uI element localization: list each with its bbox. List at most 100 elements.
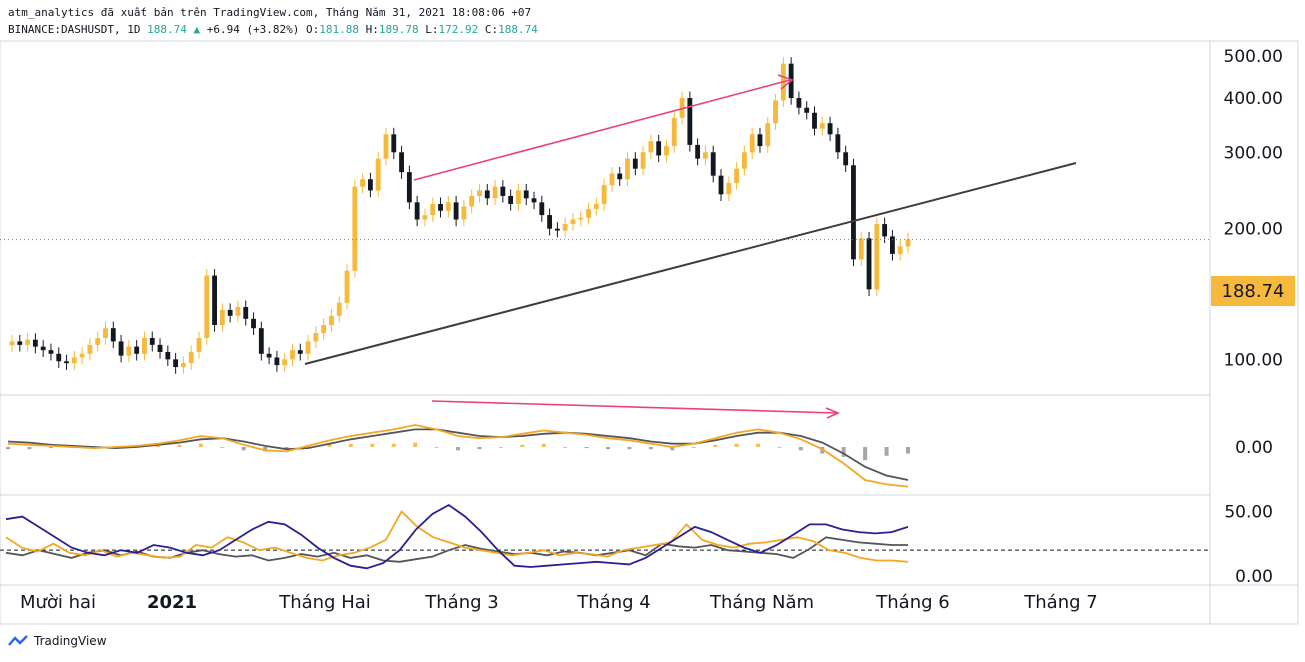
candle-body	[313, 333, 319, 342]
time-tick-label: Mười hai	[20, 592, 96, 613]
candle-body	[274, 357, 280, 366]
oscillator-tick-label: 50.00	[1224, 502, 1273, 522]
candle-body	[734, 168, 740, 183]
candle-body	[126, 346, 132, 356]
time-tick-label: 2021	[147, 592, 197, 613]
candle-body	[235, 307, 241, 316]
time-tick-label: Tháng Năm	[709, 592, 814, 613]
histogram-bar	[777, 447, 782, 448]
publish-info: atm_analytics đã xuất bản trên TradingVi…	[8, 6, 532, 19]
candle-body	[586, 209, 591, 218]
candle-body	[656, 141, 662, 156]
candle-body	[142, 338, 147, 354]
low-label: L:	[425, 23, 439, 36]
candle-body	[258, 328, 264, 354]
candle-body	[765, 123, 771, 147]
last-price: 188.74	[147, 23, 187, 36]
time-tick-label: Tháng 4	[576, 592, 650, 613]
candle-body	[905, 239, 911, 247]
histogram-bar	[584, 447, 589, 449]
candle-body	[897, 246, 903, 254]
time-tick-label: Tháng 7	[1023, 592, 1097, 613]
candle-body	[367, 179, 373, 191]
candle-body	[336, 302, 342, 316]
histogram-bar	[820, 447, 825, 454]
candle-body	[749, 134, 755, 153]
candle-body	[664, 146, 669, 156]
candle-body	[406, 172, 412, 203]
candle-body	[305, 341, 311, 354]
di-minus-line	[5, 503, 909, 570]
candle-body	[484, 190, 490, 199]
candle-body	[531, 198, 537, 203]
candle-body	[95, 338, 101, 345]
high-value: 189.78	[378, 23, 419, 36]
candle-body	[516, 190, 521, 205]
symbol-ohlc-line: BINANCE:DASHUSDT, 1D 188.74 ▲ +6.94 (+3.…	[8, 23, 538, 36]
histogram-bar	[734, 443, 739, 447]
candle-body	[858, 238, 864, 260]
candle-body	[282, 359, 288, 366]
candle-body	[843, 152, 849, 166]
footer-brand[interactable]: TradingView	[8, 634, 107, 648]
candle-body	[866, 238, 872, 290]
candle-body	[165, 351, 171, 360]
histogram-bar	[434, 447, 439, 448]
histogram-bar	[284, 447, 289, 450]
price-divergence-line	[413, 79, 791, 181]
oscillator-pane-2	[0, 503, 1210, 570]
candle-body	[180, 363, 186, 368]
histogram-bar	[48, 447, 53, 449]
candle-body	[290, 350, 295, 360]
histogram-bar	[370, 443, 375, 447]
histogram-bar	[691, 447, 696, 448]
oscillator-pane-1	[6, 400, 910, 488]
candle-body	[492, 186, 498, 199]
candle-body	[344, 270, 350, 303]
close-label: C:	[484, 23, 499, 36]
candle-body	[134, 346, 140, 354]
candle-body	[422, 215, 428, 220]
candle-body	[48, 350, 54, 354]
candle-body	[87, 344, 93, 354]
candle-body	[632, 158, 638, 169]
candle-body	[118, 341, 124, 356]
candle-body	[609, 173, 615, 186]
candle-body	[391, 134, 397, 153]
candle-body	[243, 307, 249, 319]
candle-body	[477, 190, 482, 196]
candle-body	[601, 185, 607, 205]
histogram-bar	[391, 443, 396, 447]
histogram-bar	[6, 447, 10, 450]
candle-body	[17, 341, 23, 345]
price-axis: 500.00 400.00 300.00 200.00 100.00 0.00 50.00 0…	[1224, 47, 1283, 587]
candle-body	[695, 144, 701, 159]
candle-body	[554, 228, 560, 231]
open-value: 181.88	[319, 23, 360, 36]
candle-body	[219, 309, 225, 325]
time-tick-label: Tháng Hai	[278, 592, 371, 613]
histogram-bar	[756, 443, 760, 447]
candle-body	[9, 341, 15, 346]
candle-body	[773, 100, 778, 124]
candle-body	[64, 361, 69, 364]
candle-body	[508, 195, 514, 205]
candle-body	[547, 215, 553, 229]
candle-body	[796, 98, 802, 108]
low-value: 172.92	[438, 23, 479, 36]
candle-body	[383, 134, 389, 159]
histogram-bar	[327, 443, 332, 447]
candle-body	[196, 338, 202, 352]
histogram-bar	[541, 443, 546, 447]
candle-body	[461, 206, 467, 220]
candle-body	[617, 173, 623, 180]
open-label: O:	[306, 23, 320, 36]
time-axis: Mười hai 2021 Tháng Hai Tháng 3 Tháng 4 Tháng…	[20, 592, 1098, 613]
candle-body	[352, 186, 358, 271]
histogram-bar	[263, 447, 268, 452]
histogram-bar	[456, 447, 460, 451]
candle-body	[71, 357, 77, 364]
candle-body	[500, 186, 506, 196]
oscillator-tick-label: 0.00	[1235, 567, 1273, 587]
